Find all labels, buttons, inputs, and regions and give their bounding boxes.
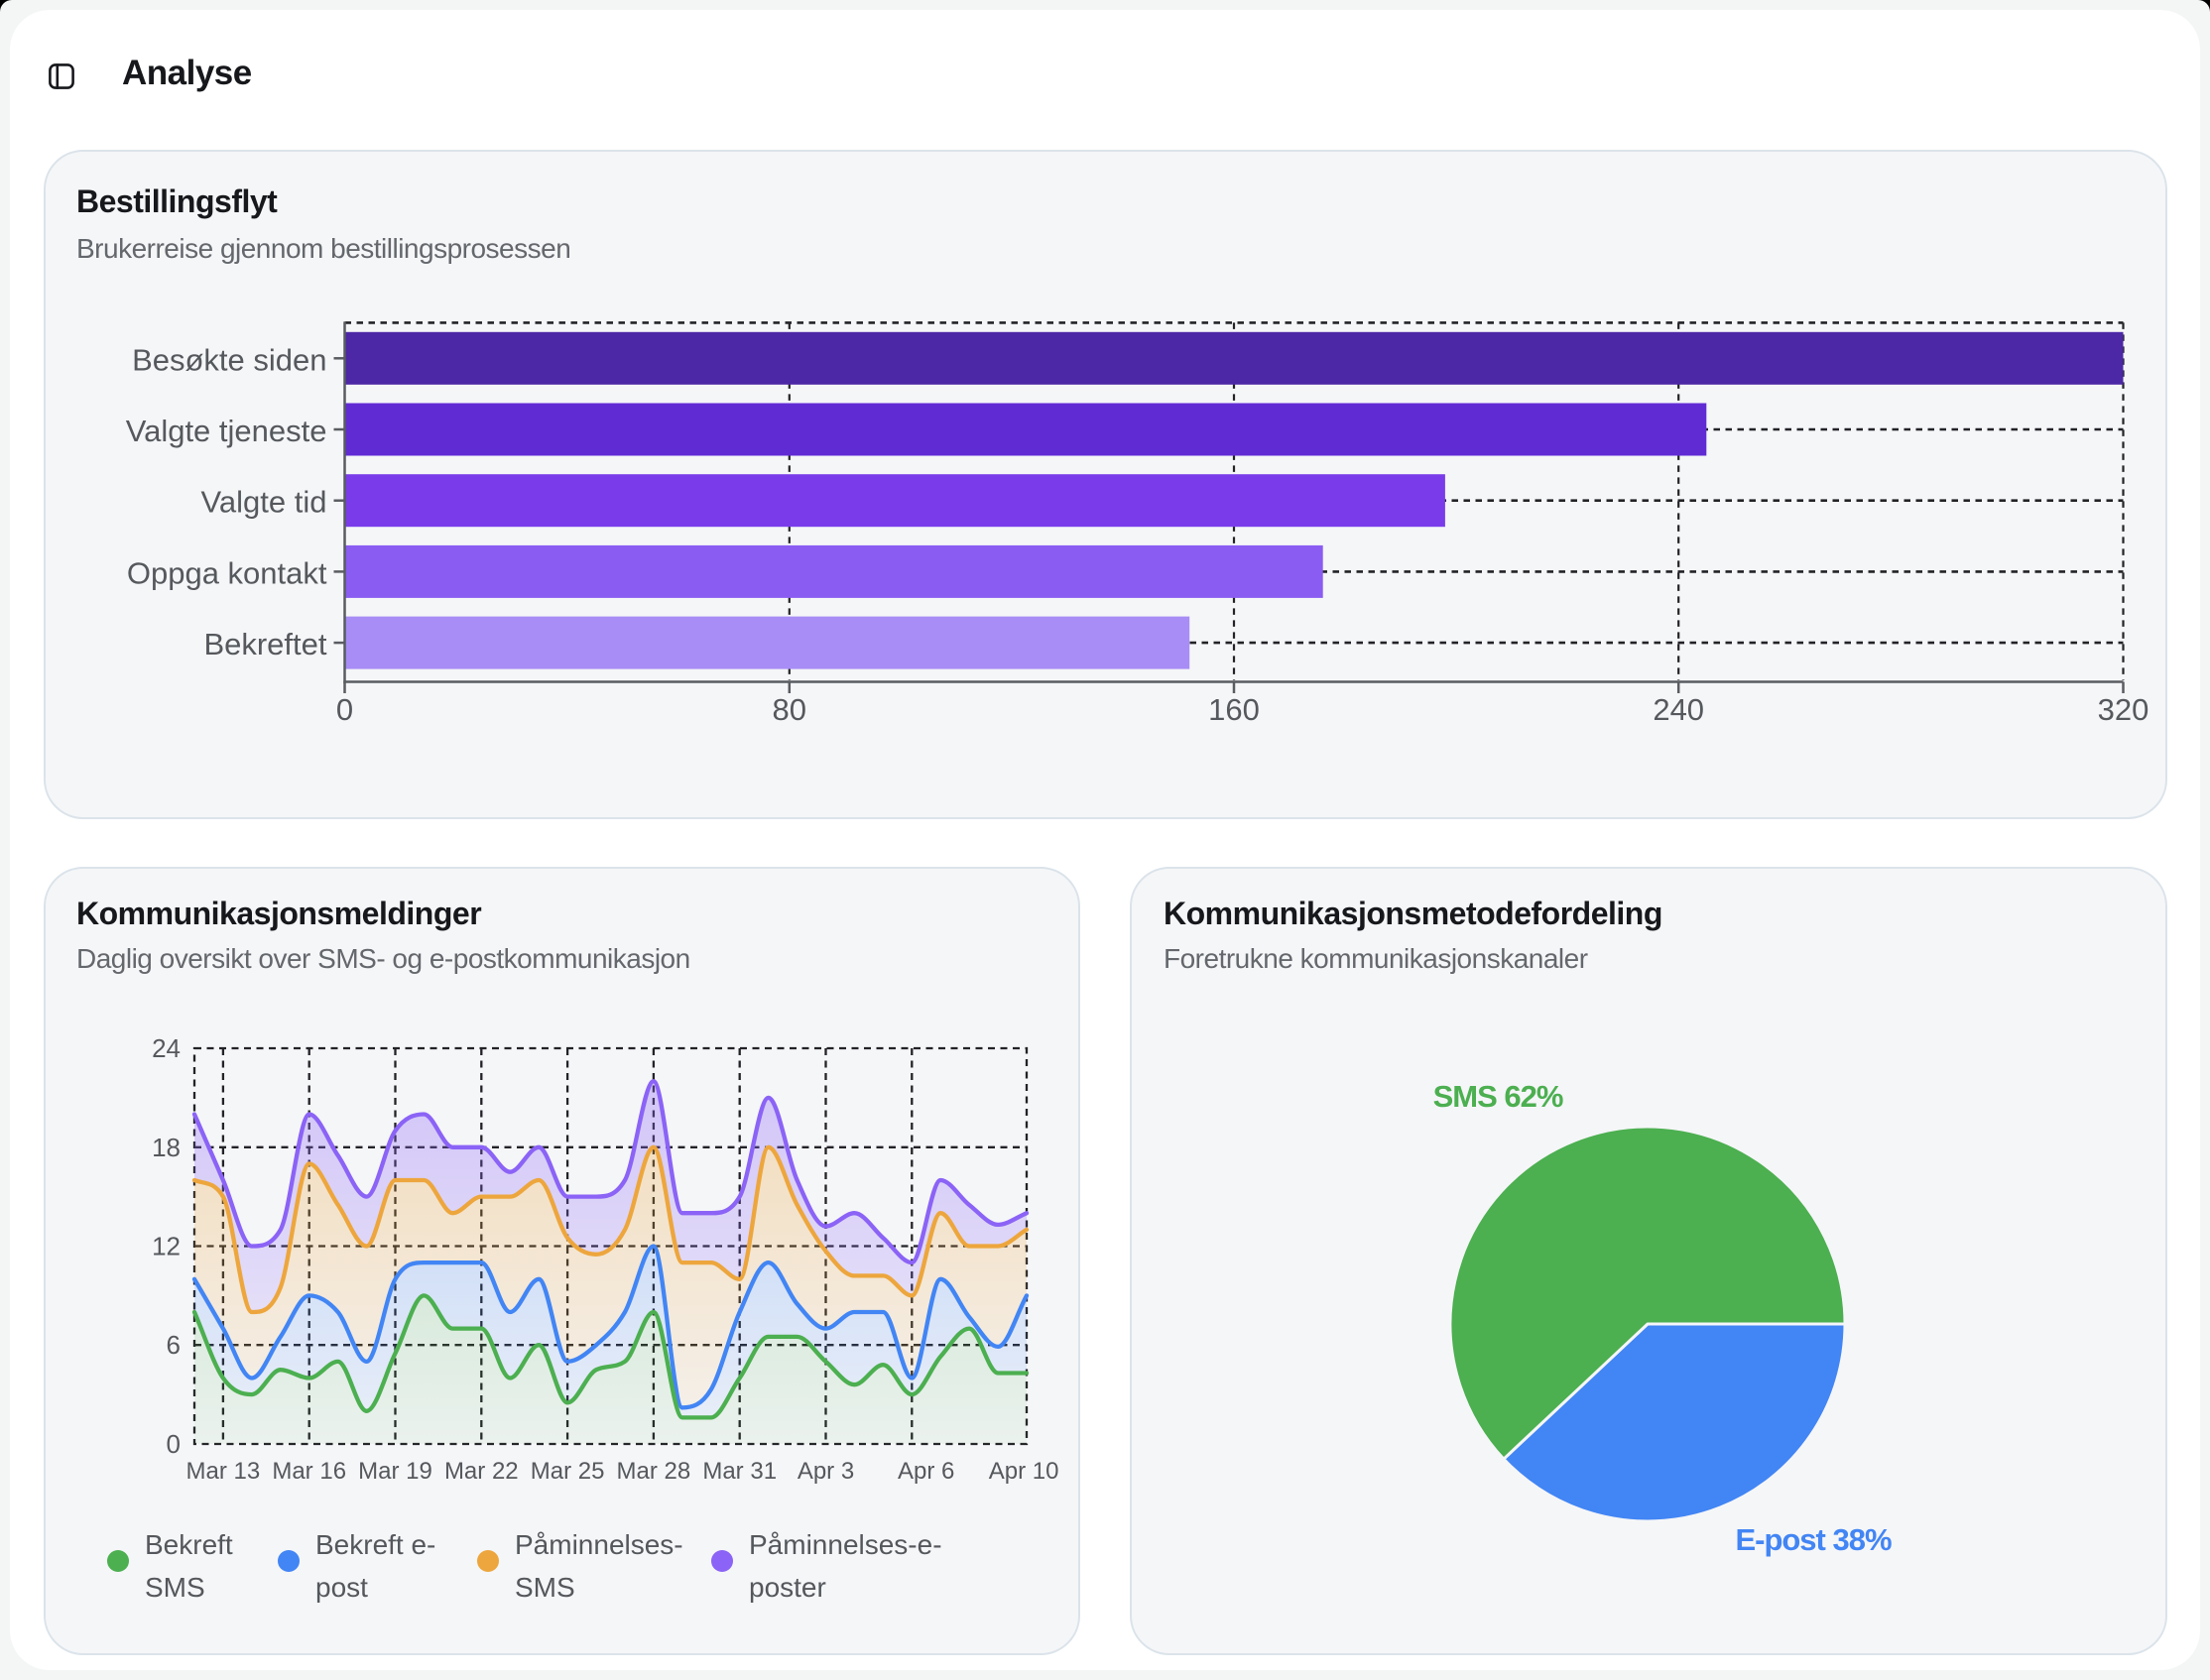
svg-text:Valgte tid: Valgte tid — [201, 485, 327, 520]
svg-text:Mar 19: Mar 19 — [358, 1458, 432, 1485]
svg-text:Mar 13: Mar 13 — [186, 1458, 261, 1485]
svg-text:18: 18 — [152, 1133, 181, 1162]
svg-text:SMS 62%: SMS 62% — [1433, 1079, 1563, 1114]
svg-text:Bekreftet: Bekreftet — [203, 627, 326, 661]
svg-text:E-post 38%: E-post 38% — [1735, 1522, 1892, 1557]
svg-text:Mar 22: Mar 22 — [444, 1458, 519, 1485]
svg-text:Apr 3: Apr 3 — [798, 1458, 854, 1485]
svg-text:24: 24 — [152, 1033, 181, 1063]
svg-text:Valgte tjeneste: Valgte tjeneste — [126, 414, 327, 448]
svg-text:Oppga kontakt: Oppga kontakt — [127, 555, 327, 590]
svg-text:Mar 31: Mar 31 — [702, 1458, 777, 1485]
svg-text:320: 320 — [2098, 692, 2149, 727]
svg-text:Mar 28: Mar 28 — [617, 1458, 691, 1485]
svg-text:160: 160 — [1208, 692, 1260, 727]
svg-text:6: 6 — [167, 1330, 181, 1360]
svg-text:Besøkte siden: Besøkte siden — [132, 342, 326, 377]
svg-text:Mar 16: Mar 16 — [272, 1458, 346, 1485]
svg-text:Mar 25: Mar 25 — [531, 1458, 605, 1485]
svg-text:Apr 6: Apr 6 — [898, 1458, 954, 1485]
svg-text:80: 80 — [773, 692, 806, 727]
svg-text:Apr 10: Apr 10 — [989, 1458, 1059, 1485]
svg-text:0: 0 — [167, 1429, 181, 1459]
svg-text:0: 0 — [336, 692, 353, 727]
svg-text:240: 240 — [1653, 692, 1704, 727]
svg-text:12: 12 — [152, 1232, 181, 1261]
